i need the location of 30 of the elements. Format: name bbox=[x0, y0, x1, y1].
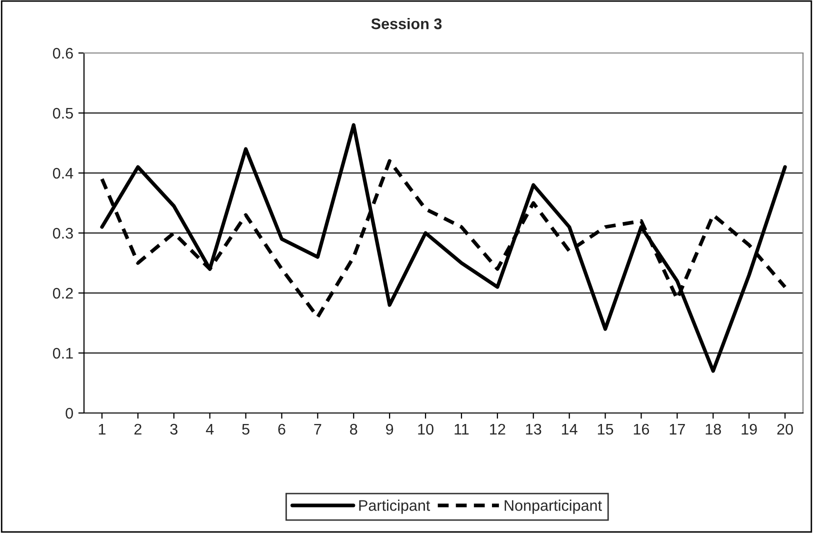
y-tick-label: 0.6 bbox=[52, 48, 73, 59]
x-tick-label: 7 bbox=[314, 424, 322, 434]
chart-title: Session 3 bbox=[371, 18, 442, 30]
x-tick-label: 20 bbox=[777, 424, 793, 435]
x-tick-label: 5 bbox=[242, 424, 250, 435]
y-tick-label: 0.3 bbox=[52, 228, 73, 239]
x-tick-label: 3 bbox=[170, 424, 178, 435]
x-tick-label: 8 bbox=[350, 424, 358, 435]
x-tick-label: 11 bbox=[454, 424, 469, 434]
x-tick-label: 13 bbox=[526, 424, 542, 435]
x-tick-label: 12 bbox=[490, 424, 506, 434]
x-tick-label: 17 bbox=[670, 424, 685, 434]
x-tick-label: 9 bbox=[386, 424, 394, 435]
y-tick-label: 0.5 bbox=[52, 108, 73, 119]
x-tick-label: 14 bbox=[562, 424, 578, 434]
x-tick-label: 4 bbox=[206, 424, 214, 434]
legend-label: Participant bbox=[359, 500, 430, 514]
y-tick-label: 0.1 bbox=[52, 348, 73, 359]
x-tick-label: 2 bbox=[134, 424, 142, 434]
x-tick-label: 1 bbox=[98, 424, 106, 434]
legend-label: Nonparticipant bbox=[504, 500, 602, 514]
x-tick-label: 16 bbox=[634, 424, 650, 435]
x-tick-label: 18 bbox=[706, 424, 721, 435]
x-tick-label: 15 bbox=[598, 424, 614, 435]
y-tick-label: 0.4 bbox=[52, 168, 74, 179]
y-tick-label: 0 bbox=[66, 408, 73, 419]
y-tick-label: 0.2 bbox=[52, 288, 73, 299]
x-tick-label: 10 bbox=[418, 424, 434, 435]
x-tick-label: 19 bbox=[742, 424, 757, 435]
x-tick-label: 6 bbox=[278, 424, 286, 435]
